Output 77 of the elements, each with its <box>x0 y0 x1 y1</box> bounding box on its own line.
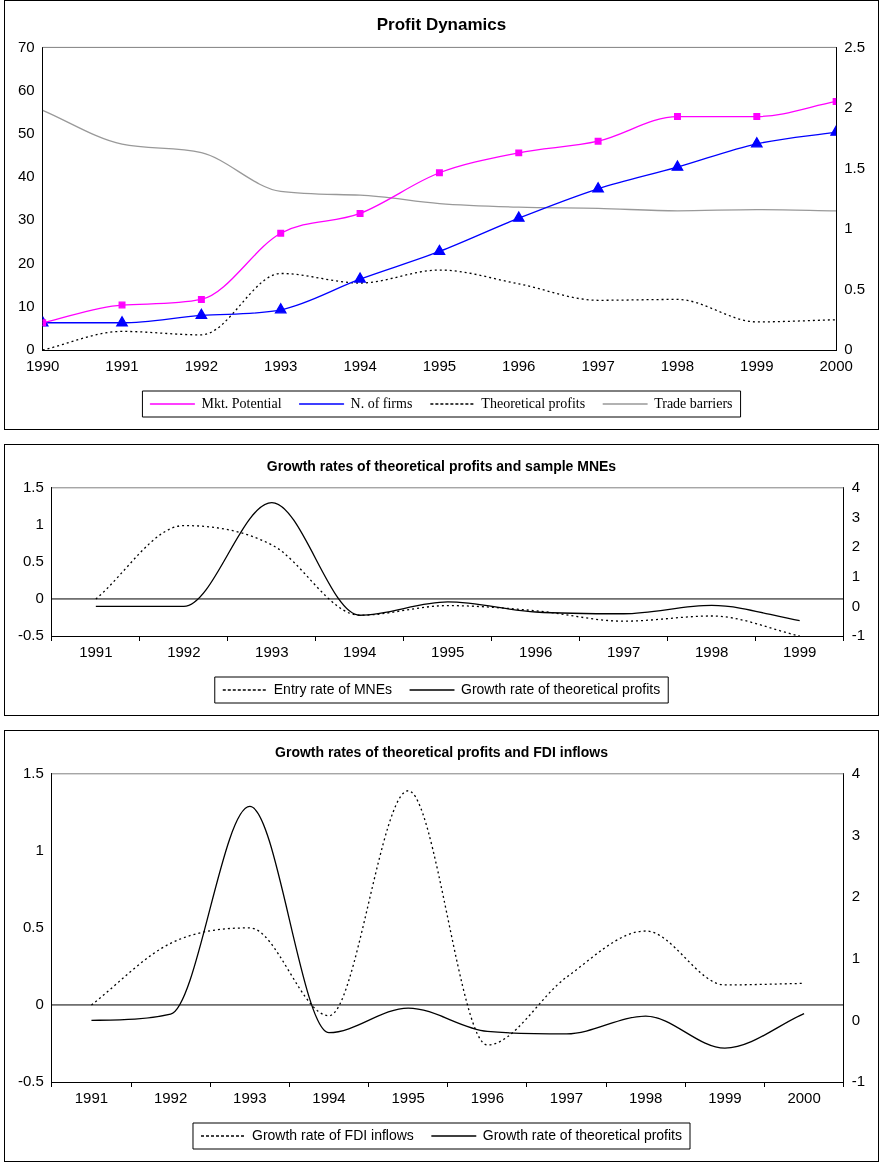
chart-title: Growth rates of theoretical profits and FDI inflows <box>275 744 609 761</box>
x-tick-label: 1997 <box>581 357 615 375</box>
x-tick-label: 2000 <box>787 1089 821 1107</box>
x-tick-label: 2000 <box>819 357 853 375</box>
x-tick-label: 1996 <box>470 1089 505 1107</box>
x-tick-label: 1997 <box>549 1089 584 1107</box>
y-tick-label: 1 <box>35 840 44 858</box>
y2-tick-label: 1 <box>851 948 861 966</box>
x-tick-label: 1995 <box>391 1089 425 1107</box>
x-tick-label: 1995 <box>422 357 457 375</box>
y-tick-label: -0.5 <box>17 626 44 644</box>
chart-title: Growth rates of theoretical profits and sample MNEs <box>266 458 617 475</box>
x-tick-label: 1993 <box>255 643 289 661</box>
x-tick-label: 1992 <box>153 1089 188 1107</box>
legend-label: Growth rate of FDI inflows <box>251 1126 414 1143</box>
x-tick-label: 1991 <box>74 1089 109 1107</box>
x-tick-label: 1992 <box>167 643 201 661</box>
legend-label: N. of firms <box>350 395 413 411</box>
x-tick-label: 1991 <box>79 643 113 661</box>
y-tick-label: -0.5 <box>17 1072 44 1090</box>
y2-tick-label: 0 <box>844 340 853 358</box>
y2-tick-label: 1 <box>851 566 861 584</box>
y2-tick-label: -1 <box>851 626 866 644</box>
legend-label: Theoretical profits <box>481 395 586 411</box>
x-tick-label: 1998 <box>695 643 729 661</box>
y-tick-label: 0 <box>26 340 35 358</box>
x-tick-label: 1999 <box>708 1089 742 1107</box>
y2-tick-label: -1 <box>851 1072 866 1090</box>
x-tick-label: 1992 <box>184 357 219 375</box>
y2-tick-label: 0.5 <box>844 279 866 297</box>
x-tick-label: 1999 <box>740 357 774 375</box>
y-tick-label: 0.5 <box>22 918 44 936</box>
y-tick-label: 0 <box>35 589 44 607</box>
x-tick-label: 1998 <box>629 1089 663 1107</box>
y-tick-label: 50 <box>18 124 35 141</box>
x-tick-label: 1998 <box>660 357 695 375</box>
legend-label: Trade barriers <box>654 395 733 411</box>
y2-tick-label: 0 <box>851 596 861 614</box>
y2-tick-label: 1 <box>844 219 853 237</box>
y-tick-label: 20 <box>18 253 35 271</box>
legend-label: Entry rate of MNEs <box>273 680 393 697</box>
y2-tick-label: 2.5 <box>844 37 866 55</box>
y-tick-label: 40 <box>18 167 35 185</box>
y-tick-label: 0.5 <box>22 552 44 570</box>
x-tick-label: 1990 <box>26 357 60 375</box>
y-tick-label: 1.5 <box>22 763 44 781</box>
y2-tick-label: 4 <box>851 477 861 495</box>
y2-tick-label: 2 <box>851 537 861 555</box>
y2-tick-label: 4 <box>851 763 861 781</box>
x-tick-label: 1994 <box>343 643 377 661</box>
x-tick-label: 1994 <box>312 1089 346 1107</box>
chart-title: Profit Dynamics <box>376 14 507 34</box>
y-tick-label: 30 <box>18 210 35 228</box>
x-tick-label: 1997 <box>607 643 641 661</box>
x-tick-label: 1996 <box>519 643 553 661</box>
x-tick-label: 1994 <box>343 357 377 375</box>
x-tick-label: 1995 <box>431 643 465 661</box>
x-tick-label: 1999 <box>782 643 817 661</box>
y2-tick-label: 1.5 <box>844 158 866 176</box>
x-tick-label: 1996 <box>502 357 536 375</box>
y-tick-label: 1.5 <box>22 477 44 495</box>
y-tick-label: 70 <box>18 37 35 55</box>
y-tick-label: 60 <box>18 80 35 98</box>
legend-label: Growth rate of theoretical profits <box>461 680 661 697</box>
y2-tick-label: 2 <box>851 887 861 905</box>
y-tick-label: 10 <box>18 296 35 314</box>
x-tick-label: 1993 <box>264 357 298 375</box>
y2-tick-label: 2 <box>844 98 853 116</box>
legend-label: Growth rate of theoretical profits <box>482 1126 683 1143</box>
y2-tick-label: 3 <box>851 507 861 525</box>
y-tick-label: 0 <box>35 995 44 1013</box>
y-tick-label: 1 <box>35 514 44 532</box>
x-tick-label: 1991 <box>105 357 139 375</box>
legend-label: Mkt. Potential <box>201 395 282 411</box>
y2-tick-label: 3 <box>851 825 861 843</box>
x-tick-label: 1993 <box>233 1089 267 1107</box>
y2-tick-label: 0 <box>851 1010 861 1028</box>
